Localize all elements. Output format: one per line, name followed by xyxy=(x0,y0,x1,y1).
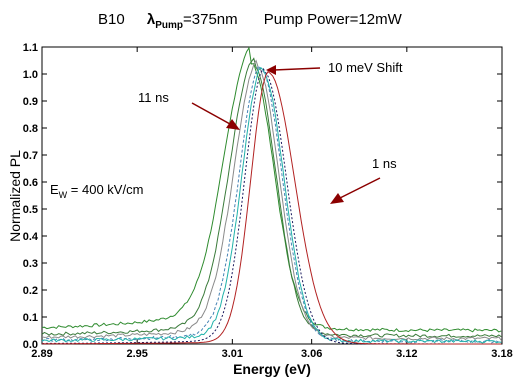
annotation-11ns: 11 ns xyxy=(138,90,169,105)
x-tick-label: 2.89 xyxy=(31,348,52,360)
x-tick-label: 3.18 xyxy=(491,348,512,360)
annotation-shift: 10 meV Shift xyxy=(328,60,403,75)
y-tick-label: 0.5 xyxy=(23,204,38,216)
y-axis: 0.0 0.1 0.2 0.3 0.4 0.5 0.6 0.7 0.8 0.9 1.0 1.1 xyxy=(23,42,502,351)
y-tick-label: 0.3 xyxy=(23,258,38,270)
x-axis-label: Energy (eV) xyxy=(233,361,311,377)
y-tick-label: 0.6 xyxy=(23,177,38,189)
shift-arrowhead xyxy=(266,65,276,75)
annotation-field: EW = 400 kV/cm xyxy=(50,182,143,200)
plot-frame xyxy=(41,46,503,345)
y-tick-label: 0.1 xyxy=(23,312,38,324)
title-lambda: λ xyxy=(147,11,156,28)
arrow-11ns xyxy=(191,102,231,125)
y-tick-label: 1.0 xyxy=(23,69,38,81)
title-lambda-value: =375nm xyxy=(183,11,238,28)
x-tick-label: 2.95 xyxy=(126,348,147,360)
title-lambda-sub: Pump xyxy=(155,20,183,31)
series-group xyxy=(41,46,502,345)
arrow-1ns xyxy=(339,177,381,199)
pl-series-line xyxy=(41,70,502,345)
y-tick-label: 0.0 xyxy=(23,339,38,351)
y-tick-label: 0.9 xyxy=(23,96,38,108)
chart-title: B10 λPump=375nm Pump Power=12mW xyxy=(98,11,403,31)
pl-series-line xyxy=(41,57,502,338)
pl-series-line xyxy=(41,67,502,344)
y-axis-label: Normalized PL xyxy=(7,150,23,242)
pl-series-line xyxy=(41,64,502,344)
pl-series-line xyxy=(41,59,502,341)
arrowhead-11ns xyxy=(226,119,240,130)
title-sample: B10 xyxy=(98,11,125,28)
pl-series-line xyxy=(41,46,502,333)
y-tick-label: 0.8 xyxy=(23,123,38,135)
x-tick-label: 3.06 xyxy=(301,348,322,360)
y-tick-label: 0.2 xyxy=(23,285,38,297)
x-axis: 2.89 2.95 3.01 3.06 3.12 3.18 xyxy=(31,47,513,360)
x-tick-label: 3.01 xyxy=(222,348,243,360)
pl-series-line xyxy=(42,67,502,345)
annotation-1ns: 1 ns xyxy=(372,156,397,171)
y-tick-label: 0.7 xyxy=(23,150,38,162)
y-tick-label: 1.1 xyxy=(23,42,38,54)
y-tick-label: 0.4 xyxy=(23,231,39,243)
title-power: Pump Power=12mW xyxy=(264,11,403,28)
shift-arrow xyxy=(273,67,321,71)
arrowhead-1ns xyxy=(330,193,344,204)
x-tick-label: 3.12 xyxy=(396,348,417,360)
